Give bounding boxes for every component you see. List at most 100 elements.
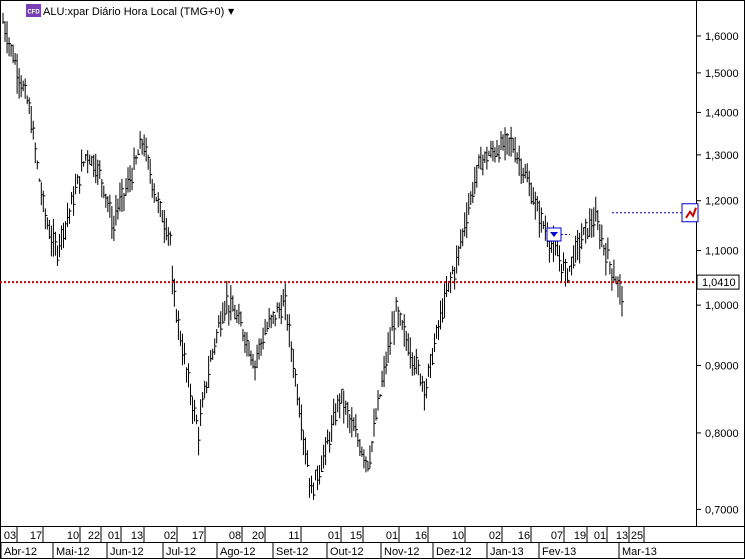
ohlc-bar	[101, 179, 104, 198]
ohlc-bar	[262, 327, 266, 350]
chart-header[interactable]: CFD ALU:xpar Diário Hora Local (TMG+0) ▼	[26, 4, 235, 18]
ohlc-bar	[377, 390, 381, 411]
y-tick-label: 1,6000	[705, 31, 739, 43]
ohlc-bar	[329, 431, 332, 453]
x-day-label: 01	[108, 530, 120, 542]
ohlc-bar	[597, 210, 600, 231]
x-day-label: 08	[229, 530, 241, 542]
x-month-label: Ago-12	[220, 546, 255, 558]
ohlc-bar	[609, 261, 612, 275]
ohlc-bar	[369, 445, 372, 469]
ohlc-bar	[450, 272, 453, 294]
ohlc-bar	[466, 202, 469, 238]
ohlc-bar	[375, 408, 379, 421]
x-day-label: 16	[415, 530, 427, 542]
ohlc-bar	[153, 183, 157, 203]
ohlc-bar	[99, 160, 102, 179]
y-tick-label: 0,8000	[705, 428, 739, 440]
ohlc-bar	[196, 414, 199, 425]
ohlc-bar	[560, 263, 564, 282]
ohlc-bar	[216, 329, 219, 344]
x-day-label: 01	[328, 530, 340, 542]
ohlc-bar	[194, 399, 197, 422]
ohlc-bar	[431, 347, 435, 366]
ohlc-bar	[113, 215, 116, 242]
ohlc-bar	[425, 378, 429, 399]
y-tick-label: 0,7000	[705, 504, 739, 516]
alert-arrow-icon	[685, 207, 697, 219]
cfd-badge	[26, 4, 41, 17]
ohlc-bar	[224, 300, 227, 322]
ohlc-bar	[137, 149, 141, 156]
ohlc-bar	[290, 341, 294, 363]
ohlc-bar	[42, 190, 46, 212]
ohlc-bar	[288, 314, 292, 348]
ohlc-bar	[300, 404, 304, 441]
price-axis: 1,6000 1,5000 1,4000 1,3000 1,2000 1,1000 1,00…	[696, 31, 739, 516]
ohlc-bar	[341, 388, 344, 404]
x-day-label: 13	[616, 530, 628, 542]
y-tick-label: 0,9000	[705, 360, 739, 372]
x-day-label: 02	[164, 530, 176, 542]
ohlc-bar	[149, 158, 153, 184]
x-day-label: 17	[192, 530, 204, 542]
x-month-label: Nov-12	[384, 546, 419, 558]
ohlc-bar	[371, 440, 374, 453]
ohlc-bar	[183, 342, 187, 365]
ohlc-bar	[321, 455, 324, 473]
ohlc-bar	[131, 167, 135, 191]
ohlc-bar	[486, 146, 489, 170]
ohlc-bar	[44, 208, 48, 230]
cfd-badge-text: CFD	[27, 10, 40, 16]
x-day-label: 17	[30, 530, 42, 542]
ohlc-bar	[208, 355, 211, 388]
ohlc-bar	[24, 78, 28, 99]
x-month-label: Fev-13	[542, 546, 576, 558]
ohlc-bar	[190, 383, 193, 406]
x-month-label: Abr-12	[4, 546, 37, 558]
ohlc-bar	[54, 231, 58, 256]
x-day-label: 13	[131, 530, 143, 542]
x-day-label: 02	[489, 530, 501, 542]
ohlc-bar	[347, 401, 350, 428]
ohlc-bar	[109, 194, 112, 218]
x-day-label: 01	[594, 530, 606, 542]
x-day-label: 07	[551, 530, 563, 542]
ohlc-bar	[403, 314, 407, 347]
ohlc-bar	[605, 242, 608, 276]
ohlc-bar	[145, 137, 149, 162]
ohlc-bar	[81, 149, 84, 172]
ohlc-bar	[442, 298, 445, 323]
ohlc-bar	[79, 176, 82, 194]
x-month-label: Jun-12	[110, 546, 144, 558]
ohlc-bar	[135, 155, 139, 165]
ohlc-bar	[147, 154, 151, 170]
x-month-label: Mar-13	[622, 546, 657, 558]
x-day-label: 10	[452, 530, 464, 542]
ohlc-bar	[292, 349, 296, 378]
ohlc-bar	[607, 237, 610, 260]
menu-arrow-icon[interactable]: ▼	[228, 7, 235, 16]
ohlc-bar	[585, 218, 588, 244]
x-day-label: 16	[518, 530, 530, 542]
ohlc-bar	[226, 280, 229, 314]
ohlc-bar	[200, 399, 203, 427]
ohlc-bar	[159, 200, 163, 218]
ohlc-bar	[506, 132, 510, 155]
ohlc-bar	[581, 223, 584, 250]
ohlc-bar	[280, 294, 284, 325]
ohlc-bar	[169, 231, 173, 246]
last-price-label: 1,0410	[702, 277, 736, 289]
ohlc-bar	[214, 338, 217, 355]
ohlc-bar	[187, 363, 191, 388]
ohlc-bar	[385, 351, 389, 375]
y-tick-label: 1,3000	[705, 150, 739, 162]
ohlc-bar	[202, 392, 205, 408]
x-month-label: Dez-12	[436, 546, 471, 558]
time-axis: 03 17 10 22 01 13 02 17 08 20 11 01 15 01 16 10 02 16 07 19…	[0, 526, 657, 559]
x-day-label: 19	[574, 530, 586, 542]
ohlc-bar	[373, 408, 376, 437]
x-month-label: Set-12	[276, 546, 308, 558]
last-price-tag	[696, 274, 740, 290]
